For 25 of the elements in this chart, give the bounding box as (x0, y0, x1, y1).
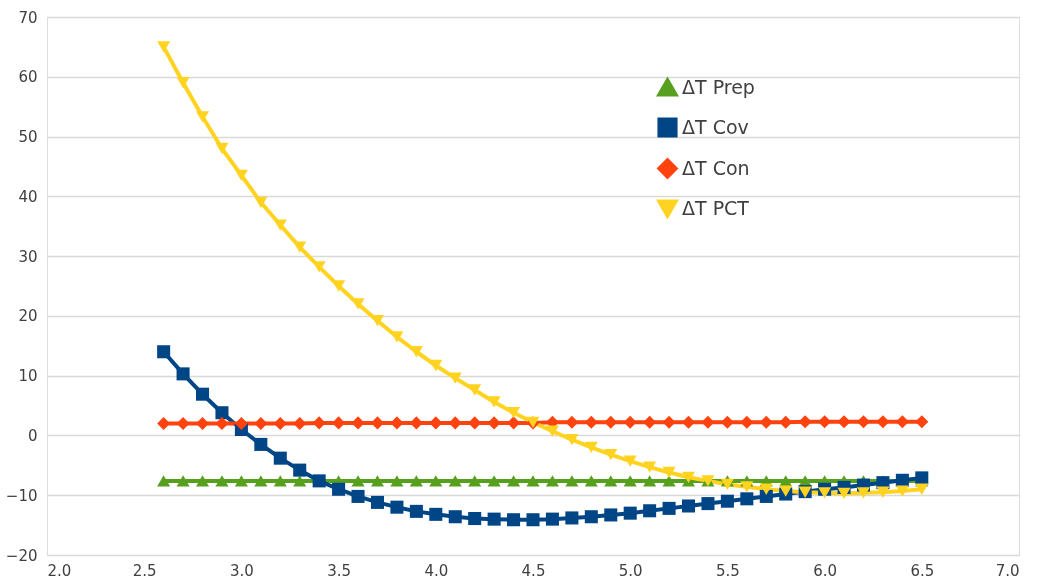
y-tick-label: −10 (5, 486, 38, 505)
x-tick-label: 6.5 (910, 561, 935, 580)
y-tick-label: 20 (18, 307, 38, 326)
x-tick-label: 2.5 (132, 561, 157, 580)
x-tick-label: 5.5 (715, 561, 740, 580)
x-tick-label: 6.0 (813, 561, 838, 580)
y-tick-label: 10 (18, 367, 38, 386)
y-tick-label: 30 (18, 247, 38, 266)
x-tick-label: 7.0 (995, 561, 1020, 580)
y-tick-label: 0 (27, 426, 38, 445)
x-tick-label: 4.0 (424, 561, 449, 580)
x-tick-label: 3.0 (229, 561, 254, 580)
x-tick-label: 4.5 (521, 561, 546, 580)
y-tick-label: 40 (18, 187, 38, 206)
x-tick-label: 2.0 (47, 561, 72, 580)
legend-label: ΔT PCT (682, 196, 750, 219)
legend-label: ΔT Cov (682, 115, 749, 138)
x-tick-label: 5.0 (618, 561, 643, 580)
y-tick-label: 50 (18, 128, 38, 147)
legend-label: ΔT Prep (682, 75, 755, 98)
y-tick-label: 70 (18, 8, 38, 27)
legend-label: ΔT Con (682, 156, 750, 179)
y-tick-label: 60 (18, 68, 38, 87)
y-tick-label: −20 (5, 546, 38, 565)
x-tick-label: 3.5 (327, 561, 352, 580)
